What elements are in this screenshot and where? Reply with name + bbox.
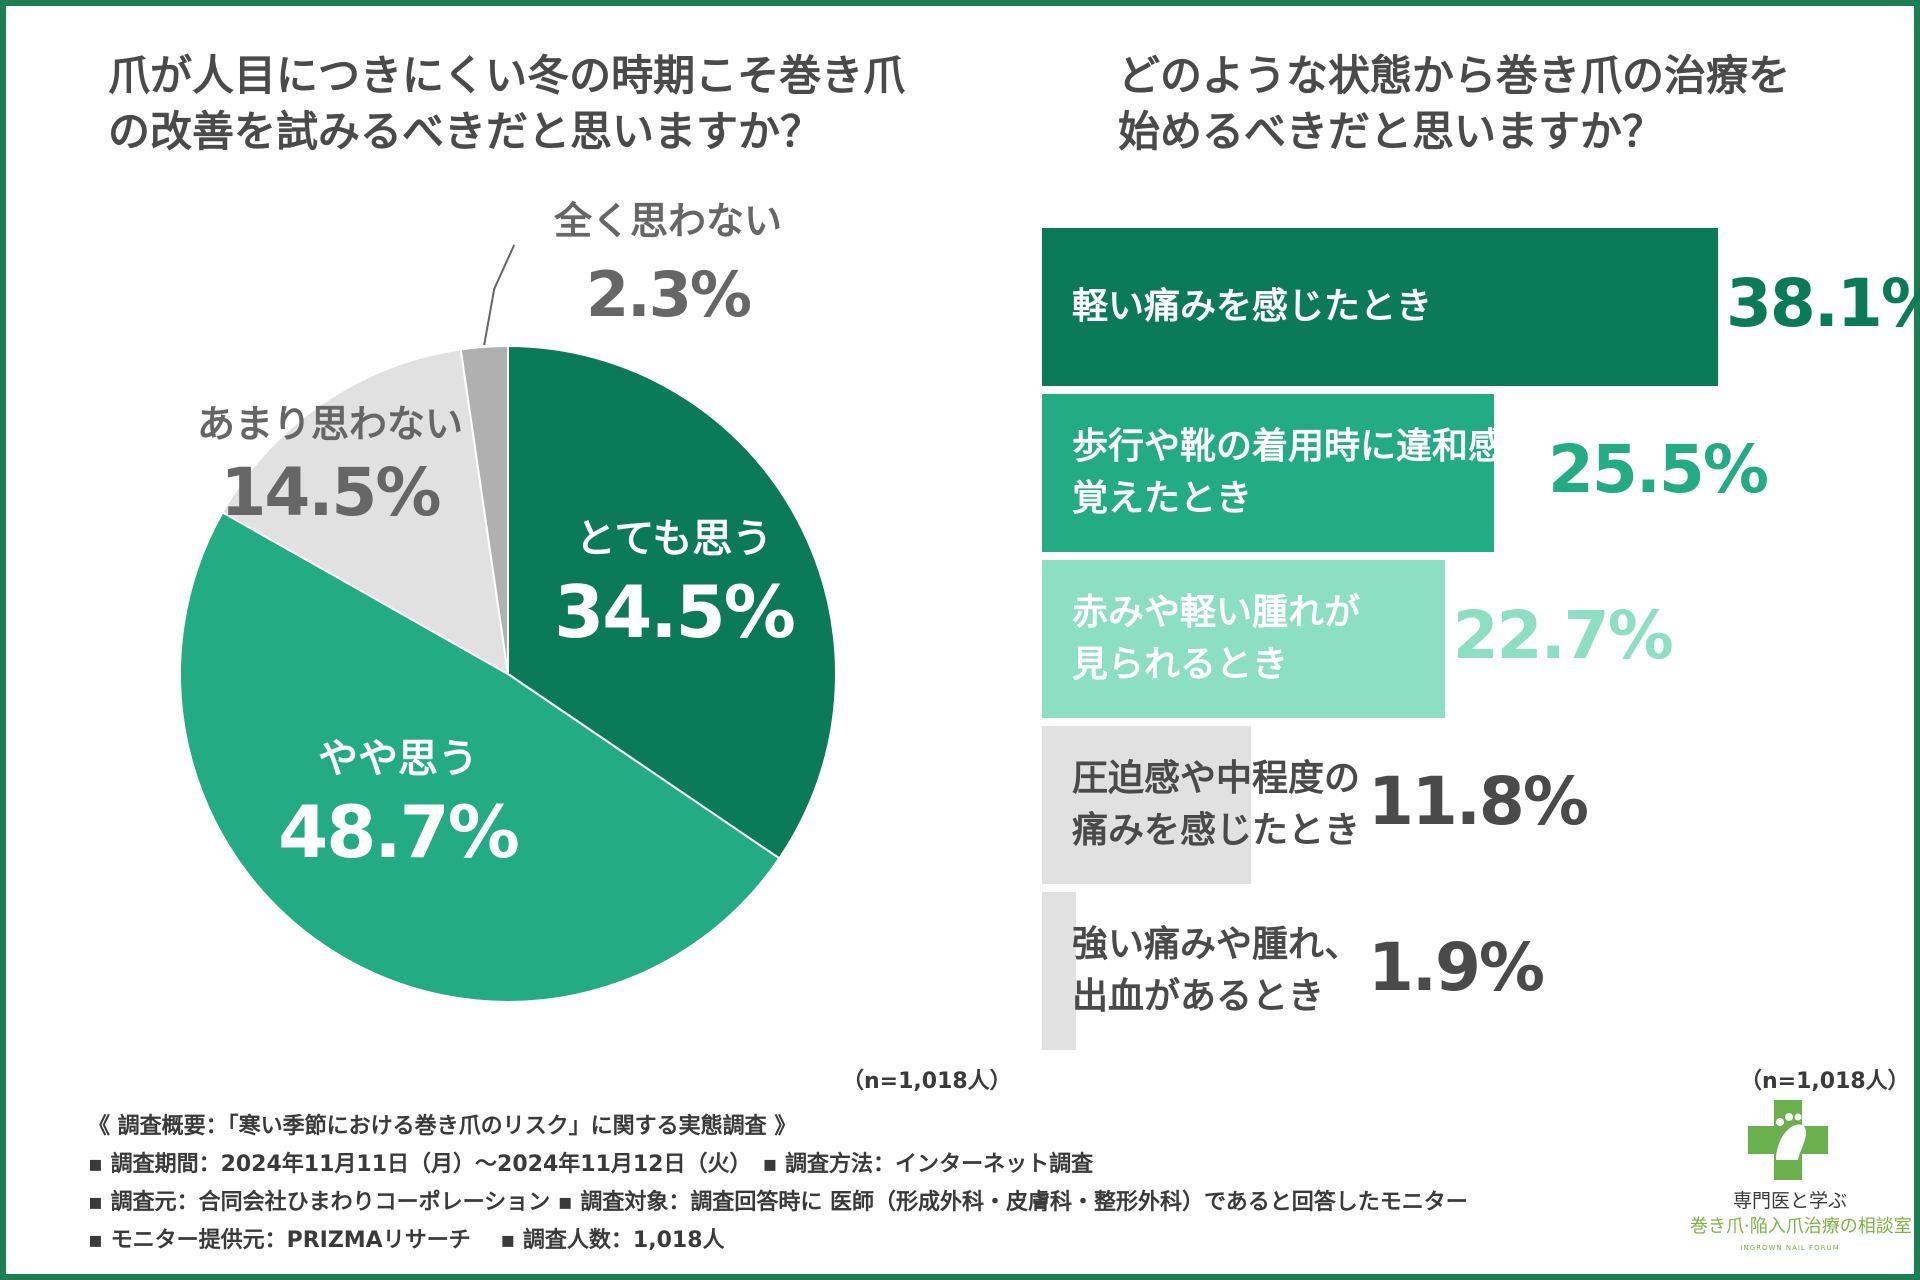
pie-chart: とても思う 34.5% やや思う 48.7% あまり思わない 14.5% 全く思わない 2.3… — [179, 199, 837, 1003]
survey-source-target: ▪ 調査元：合同会社ひまわりコーポレーション ▪ 調査対象：調査回答時に 医師（… — [88, 1190, 1468, 1215]
bar — [1042, 394, 1495, 552]
pie-slice — [459, 344, 509, 675]
logo-english: INGROWN NAIL FORUM — [1740, 1244, 1840, 1252]
bar-value-label: 22.7% — [1452, 597, 1674, 674]
bar-category-line: 歩行や靴の着用時に違和感を — [1072, 426, 1541, 467]
bar-row: 圧迫感や中程度の 痛みを感じたとき 11.8% — [1042, 726, 1902, 884]
bar-value-label: 11.8% — [1368, 763, 1589, 840]
pie-title-line: 爪が人目につきにくい冬の時期こそ巻き爪 — [108, 51, 906, 100]
pie-value-label: 48.7% — [278, 790, 518, 874]
bar-category-line: 強い痛みや腫れ、 — [1072, 924, 1361, 965]
bar-value-label: 25.5% — [1548, 431, 1769, 508]
pie-chart-title: 爪が人目につきにくい冬の時期こそ巻き爪 の改善を試みるべきだと思いますか？ — [108, 48, 908, 160]
pie-slice — [179, 511, 781, 1003]
bar — [1042, 228, 1718, 386]
bar-row: 軽い痛みを感じたとき 38.1% — [1042, 228, 1920, 386]
pie-category-label: あまり思わない — [197, 402, 463, 446]
survey-provider-count: ▪ モニター提供元：PRIZMAリサーチ ▪ 調査人数：1,018人 — [88, 1228, 725, 1253]
pie-slice — [507, 344, 837, 860]
bar-category-line: 圧迫感や中程度の — [1072, 758, 1361, 799]
bar-row: 歩行や靴の着用時に違和感を 覚えたとき 25.5% — [1042, 394, 1902, 552]
bar-category-line: 出血があるとき — [1072, 976, 1325, 1017]
pie-category-label: とても思う — [576, 516, 773, 562]
forum-logo: 専門医と学ぶ 巻き爪·陥入爪治療の相談室 INGROWN NAIL FORUM — [1690, 1098, 1912, 1268]
bar-row: 赤みや軽い腫れが 見られるとき 22.7% — [1042, 560, 1902, 718]
survey-period-method: ▪ 調査期間：2024年11月11日（月）〜2024年11月12日（火） ▪ 調… — [88, 1152, 1094, 1177]
logo-name: 巻き爪·陥入爪治療の相談室 — [1690, 1216, 1912, 1237]
survey-summary-heading: 《 調査概要：「寒い季節における巻き爪のリスク」に関する実態調査 》 — [88, 1114, 797, 1139]
bar-sample-size: （n=1,018人） — [1740, 1069, 1910, 1094]
bar-title-line: どのような状態から巻き爪の治療を — [1118, 51, 1791, 100]
pie-leader-line — [483, 244, 516, 346]
bar-value-label: 1.9% — [1368, 929, 1545, 1006]
pie-category-label: やや思う — [318, 736, 478, 782]
pie-value-label: 2.3% — [586, 258, 751, 331]
bar-category-line: 見られるとき — [1072, 644, 1289, 685]
pie-value-label: 34.5% — [554, 570, 794, 654]
bar-value-label: 38.1% — [1726, 265, 1920, 342]
bar-category-label: 圧迫感や中程度の 痛みを感じたとき — [1072, 753, 1360, 857]
bar — [1042, 892, 1076, 1050]
logo-tagline: 専門医と学ぶ — [1732, 1190, 1847, 1212]
bar-chart-title: どのような状態から巻き爪の治療を 始めるべきだと思いますか？ — [1118, 48, 1818, 160]
bar-category-label: 歩行や靴の着用時に違和感を 覚えたとき — [1072, 421, 1540, 525]
pie-sample-size: （n=1,018人） — [842, 1069, 1012, 1094]
bar — [1042, 726, 1252, 884]
bar-category-line: 痛みを感じたとき — [1072, 810, 1361, 851]
bar-category-label: 赤みや軽い腫れが 見られるとき — [1072, 587, 1360, 691]
bar-category-line: 軽い痛みを感じたとき — [1072, 286, 1433, 327]
pie-category-label: 全く思わない — [553, 199, 782, 243]
bar-category-label: 強い痛みや腫れ、 出血があるとき — [1072, 919, 1360, 1023]
survey-summary: 《 調査概要：「寒い季節における巻き爪のリスク」に関する実態調査 》 ▪ 調査期… — [88, 1108, 1468, 1260]
bar-title-line: 始めるべきだと思いますか？ — [1118, 107, 1665, 156]
bar-category-line: 覚えたとき — [1072, 478, 1253, 519]
bar — [1042, 560, 1445, 718]
pie-slice — [221, 348, 510, 676]
bar-category-label: 軽い痛みを感じたとき — [1072, 281, 1432, 333]
medical-cross-foot-icon — [1748, 1100, 1828, 1180]
pie-value-label: 14.5% — [221, 454, 441, 531]
bar-row: 強い痛みや腫れ、 出血があるとき 1.9% — [1042, 892, 1902, 1050]
pie-title-line: の改善を試みるべきだと思いますか？ — [108, 107, 823, 156]
bar-category-line: 赤みや軽い腫れが — [1072, 592, 1361, 633]
